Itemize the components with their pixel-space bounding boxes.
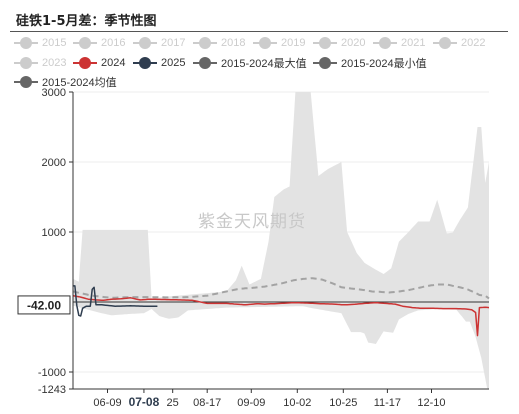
series-line-2025 [73,285,158,317]
y-tick-label: 3000 [42,87,66,99]
legend-item-2025[interactable]: 2025 [133,56,185,70]
y-tick-label: -1000 [38,367,66,379]
legend-item-max[interactable]: 2015-2024最大值 [193,56,307,70]
legend: 2015 2016 2017 2018 2019 2020 2021 2022 … [0,0,519,95]
title-divider [10,31,508,32]
legend-item-2022[interactable]: 2022 [433,36,485,50]
legend-label-2025: 2025 [161,57,186,69]
legend-item-avg[interactable]: 2015-2024均值 [14,75,117,89]
legend-item-2018[interactable]: 2018 [193,36,245,50]
x-tick-label: 09-09 [237,397,265,409]
legend-item-2023[interactable]: 2023 [14,56,66,70]
watermark: 紫金天风期货 [198,212,306,232]
legend-item-min[interactable]: 2015-2024最小值 [313,56,427,70]
series-line-avg [72,277,490,300]
legend-label-2024: 2024 [101,57,126,69]
y-tick-label: 1000 [42,227,66,239]
y-tick-label: -1243 [38,384,66,396]
series-line-2024 [72,294,490,337]
legend-label-2017: 2017 [161,37,186,49]
legend-label-avg: 2015-2024均值 [42,77,117,89]
legend-item-2024[interactable]: 2024 [73,56,125,70]
legend-label-2020: 2020 [341,37,366,49]
legend-item-2017[interactable]: 2017 [133,36,185,50]
legend-label-max: 2015-2024最大值 [221,58,307,70]
legend-label-2019: 2019 [281,37,306,49]
current-value-label: -42.00 [27,298,61,312]
x-tick-label: 07-08 [129,395,160,409]
legend-label-2023: 2023 [42,57,67,69]
legend-item-2020[interactable]: 2020 [313,36,365,50]
x-tick-label: 11-17 [374,397,401,409]
legend-label-2022: 2022 [461,37,486,49]
min-max-band [73,92,489,389]
legend-item-2021[interactable]: 2021 [373,36,425,50]
y-tick-label: 2000 [42,157,66,169]
chart-title: 硅铁1-5月差：季节性图 [16,14,157,29]
legend-label-2021: 2021 [401,37,426,49]
current-value-box [17,295,71,315]
x-tick-label: 08-17 [193,397,221,409]
legend-label-2015: 2015 [42,37,67,49]
x-tick-label: 25 [167,397,179,409]
x-tick-label: 12-10 [417,397,445,409]
legend-label-min: 2015-2024最小值 [341,58,427,70]
x-tick-label: 10-25 [329,397,357,409]
legend-label-2018: 2018 [221,37,246,49]
x-tick-label: 10-02 [283,397,311,409]
legend-item-2015[interactable]: 2015 [14,36,66,50]
legend-item-2019[interactable]: 2019 [253,36,305,50]
x-tick-label: 06-09 [93,397,121,409]
legend-label-2016: 2016 [101,37,126,49]
legend-item-2016[interactable]: 2016 [73,36,125,50]
